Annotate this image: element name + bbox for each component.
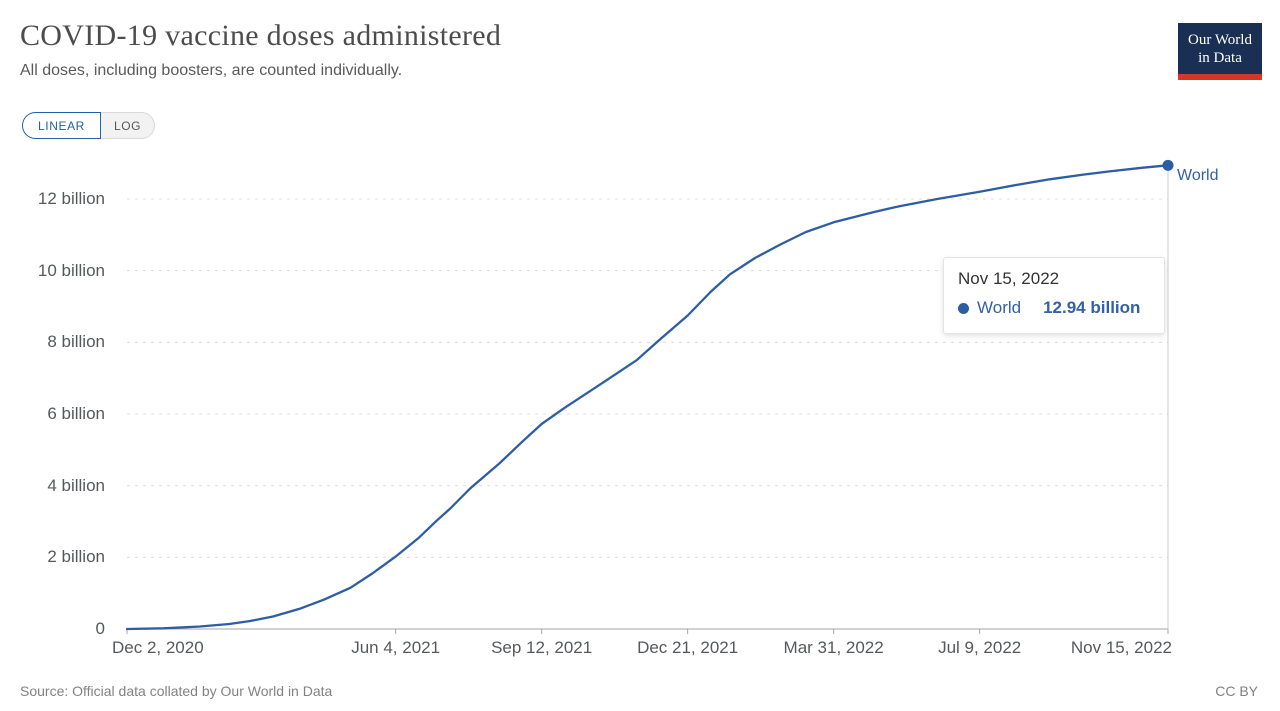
owid-logo-text: Our World in Data <box>1178 23 1262 74</box>
x-tick-label: Dec 21, 2021 <box>637 638 739 657</box>
x-tick-label: Mar 31, 2022 <box>783 638 884 657</box>
y-tick-label: 10 billion <box>37 260 105 280</box>
tooltip-series-label: World <box>977 298 1022 317</box>
chart-title: COVID-19 vaccine doses administered <box>20 19 502 52</box>
x-tick-label: Dec 2, 2020 <box>112 638 204 657</box>
y-tick-label: 6 billion <box>47 404 105 423</box>
tooltip: Nov 15, 2022 World 12.94 billion <box>943 257 1165 334</box>
log-scale-button[interactable]: LOG <box>100 112 156 139</box>
series-dot-icon <box>958 302 969 314</box>
x-tick-label: Jul 9, 2022 <box>938 638 1022 657</box>
source-note: Source: Official data collated by Our Wo… <box>20 683 333 699</box>
owid-logo[interactable]: Our World in Data <box>1178 23 1262 80</box>
license-badge[interactable]: CC BY <box>1215 683 1258 699</box>
world-series-label: World <box>1177 167 1219 184</box>
x-tick-label: Nov 15, 2022 <box>1070 638 1172 657</box>
y-tick-label: 8 billion <box>47 332 105 352</box>
linear-scale-button[interactable]: LINEAR <box>22 112 101 139</box>
owid-logo-redbar <box>1178 74 1262 80</box>
y-tick-label: 2 billion <box>47 547 105 567</box>
tooltip-value: 12.94 billion <box>1043 298 1141 317</box>
owid-logo-line1: Our World <box>1188 31 1252 48</box>
tooltip-row: World 12.94 billion <box>958 298 1150 318</box>
owid-logo-line2: in Data <box>1198 49 1242 66</box>
x-tick-label: Jun 4, 2021 <box>351 638 441 657</box>
chart-subtitle: All doses, including boosters, are count… <box>20 62 403 79</box>
scale-toggle: LINEAR LOG <box>22 112 156 139</box>
y-tick-label: 4 billion <box>47 475 105 495</box>
world-series-line <box>125 164 1170 631</box>
x-tick-label: Sep 12, 2021 <box>491 638 593 657</box>
endpoint-dot <box>1162 159 1174 171</box>
y-tick-label: 0 <box>95 619 105 638</box>
tooltip-date: Nov 15, 2022 <box>958 269 1060 288</box>
y-tick-label: 12 billion <box>37 189 105 208</box>
